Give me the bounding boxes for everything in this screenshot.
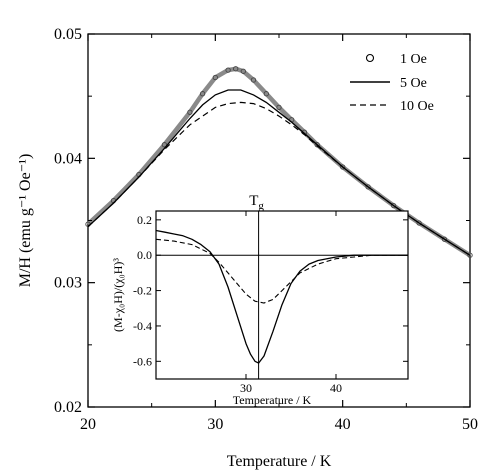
inset-y-tick-label: -0.4 xyxy=(133,319,152,333)
series-1-oe-point xyxy=(187,109,193,115)
series-1-oe-point xyxy=(250,77,257,83)
inset-chart: 30 40 0.2 0.0 -0.2 -0.4 -0.6 Tg Temperature / … xyxy=(111,193,409,407)
series-1-oe-point xyxy=(276,104,282,111)
series-1-oe-point xyxy=(199,91,206,97)
inset-x-tick-label: 30 xyxy=(240,381,252,395)
inset-y-tick-label: -0.2 xyxy=(133,284,152,298)
main-y-axis-label: M/H (emu g⁻¹ Oe⁻¹) xyxy=(17,154,34,288)
series-1-oe-point xyxy=(233,66,239,72)
series-5-oe-line xyxy=(87,89,471,256)
main-x-axis-label: Temperature / K xyxy=(227,453,332,470)
inset-y-tick-label: -0.6 xyxy=(133,354,152,368)
inset-solid-curve xyxy=(155,229,408,364)
legend-marker-circle xyxy=(365,53,375,63)
legend-label: 5 Oe xyxy=(400,76,427,91)
series-1-oe-point xyxy=(441,236,448,242)
series-1-oe-point xyxy=(240,68,246,74)
main-y-tick-label: 0.04 xyxy=(54,150,82,167)
main-x-tick-label: 50 xyxy=(462,416,478,433)
series-1-oe-point xyxy=(161,142,168,148)
main-x-tick-label: 40 xyxy=(335,416,351,433)
main-y-tick-label: 0.05 xyxy=(54,26,82,43)
main-y-tick-label: 0.03 xyxy=(54,275,82,292)
series-1-oe-point xyxy=(416,220,422,226)
series-1-oe-point xyxy=(365,184,371,190)
series-1-oe-point xyxy=(314,142,320,148)
inset-y-tick-label: 0.2 xyxy=(137,213,152,227)
series-1-oe-point xyxy=(212,74,218,81)
series-1-oe-point xyxy=(340,164,346,170)
inset-y-axis-label: (M-χ₀H)/(χ₀H)³ xyxy=(111,258,125,332)
series-10-oe-line xyxy=(87,101,471,256)
legend: 1 Oe 5 Oe 10 Oe xyxy=(350,52,434,114)
inset-ticks-group: 30 40 0.2 0.0 -0.2 -0.4 -0.6 xyxy=(133,211,408,395)
series-1-oe-point xyxy=(225,67,231,73)
inset-x-axis-label: Temperature / K xyxy=(233,393,312,407)
inset-y-tick-label: 0.0 xyxy=(137,248,152,262)
main-x-tick-label: 30 xyxy=(207,416,223,433)
main-chart: 20 30 40 50 0.02 0.03 0.04 0.05 Temperature / K… xyxy=(17,26,478,470)
main-x-tick-label: 20 xyxy=(80,416,96,433)
series-1-oe-point xyxy=(263,91,269,97)
main-ticks-group: 20 30 40 50 0.02 0.03 0.04 0.05 xyxy=(54,26,478,433)
inset-dashed-curve xyxy=(155,238,408,304)
legend-label: 10 Oe xyxy=(400,99,434,114)
inset-tg-label: Tg xyxy=(249,193,264,212)
inset-plot-frame xyxy=(155,210,409,380)
series-1-oe-point xyxy=(390,202,397,209)
legend-label: 1 Oe xyxy=(400,52,427,67)
main-y-tick-label: 0.02 xyxy=(54,399,82,416)
main-series-group xyxy=(85,66,473,258)
series-1-oe-point xyxy=(467,252,473,258)
inset-series-group xyxy=(155,211,408,379)
inset-x-tick-label: 40 xyxy=(330,381,342,395)
